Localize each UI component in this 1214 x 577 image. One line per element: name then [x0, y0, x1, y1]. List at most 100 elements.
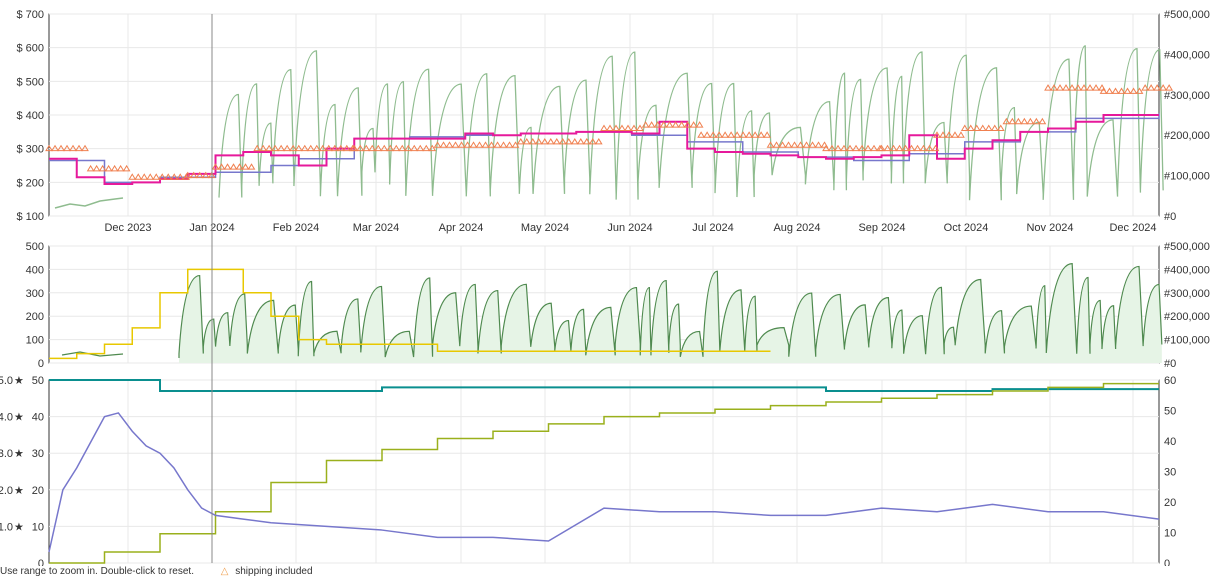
shipping-marker: [1068, 84, 1076, 91]
sales-rank-area: [179, 263, 1162, 363]
shipping-marker: [493, 141, 502, 148]
shipping-marker: [356, 144, 365, 152]
shipping-marker: [951, 131, 959, 138]
shipping-marker: [271, 144, 280, 152]
shipping-marker: [164, 173, 173, 180]
shipping-marker: [229, 163, 238, 170]
rank-y-tick-right: #300,000: [1164, 90, 1210, 102]
shipping-marker: [445, 141, 454, 148]
shipping-marker: [763, 131, 772, 138]
review-count-line: [49, 382, 1159, 564]
star-icon: ★: [14, 521, 24, 533]
shipping-marker: [564, 137, 573, 145]
shipping-marker: [75, 144, 83, 152]
x-tick-label: Jun 2024: [607, 222, 652, 234]
count-y-tick-left: 30: [32, 448, 44, 460]
shipping-marker: [709, 131, 718, 138]
shipping-marker: [1020, 117, 1029, 125]
shipping-marker: [957, 131, 965, 138]
rank-y-tick-left: 400: [26, 264, 44, 276]
shipping-marker: [990, 124, 999, 131]
shipping-marker: [516, 137, 525, 145]
shipping-marker: [201, 171, 210, 179]
shipping-marker: [217, 163, 226, 170]
shipping-marker: [618, 124, 626, 131]
price-y-tick: $ 200: [16, 177, 44, 189]
shipping-marker: [398, 144, 407, 152]
rank-y-tick-right: #0: [1164, 211, 1176, 223]
shipping-marker: [116, 164, 125, 172]
shipping-marker: [766, 141, 775, 148]
shipping-marker: [978, 124, 987, 131]
shipping-marker: [727, 131, 736, 138]
footer-legend-shipping: shipping included: [235, 566, 313, 577]
shipping-marker: [852, 144, 860, 152]
shipping-marker: [283, 144, 292, 152]
shipping-marker: [183, 171, 192, 179]
shipping-marker: [721, 131, 730, 138]
shipping-marker: [505, 141, 514, 148]
shipping-marker: [636, 124, 644, 131]
shipping-marker: [1074, 84, 1082, 91]
shipping-marker: [739, 131, 748, 138]
shipping-marker: [1153, 84, 1162, 91]
shipping-marker: [522, 137, 531, 145]
shipping-marker: [92, 164, 101, 172]
shipping-marker: [931, 144, 940, 152]
shipping-marker: [1062, 84, 1070, 91]
shipping-marker: [552, 137, 561, 145]
shipping-marker: [745, 131, 754, 138]
shipping-marker: [475, 141, 484, 148]
shipping-marker: [570, 137, 579, 145]
shipping-marker: [122, 164, 131, 172]
shipping-marker: [306, 144, 315, 152]
shipping-marker: [647, 121, 656, 128]
shipping-marker: [600, 124, 608, 131]
shipping-marker: [433, 141, 442, 148]
shipping-marker: [757, 131, 766, 138]
count-y-tick-left: 10: [32, 521, 44, 533]
shipping-marker: [368, 144, 377, 152]
shipping-marker: [582, 137, 591, 145]
x-tick-label: Oct 2024: [944, 222, 989, 234]
shipping-marker: [330, 144, 339, 152]
shipping-marker: [683, 121, 692, 128]
count-y-tick-left: 50: [32, 375, 44, 387]
shipping-marker: [984, 124, 993, 131]
rank-y-tick-right: #100,000: [1164, 335, 1210, 347]
shipping-marker: [128, 173, 137, 180]
shipping-marker: [1159, 84, 1168, 91]
shipping-marker: [715, 131, 724, 138]
shipping-marker: [630, 124, 638, 131]
price-y-tick: $ 500: [16, 76, 44, 88]
shipping-marker: [158, 173, 167, 180]
tick-labels: Dec 2023 Jan 2024 Feb 2024 Mar 2024 Apr 2024…: [0, 9, 1210, 566]
shipping-marker: [689, 121, 698, 128]
shipping-marker: [1147, 84, 1156, 91]
shipping-marker: [703, 131, 712, 138]
shipping-marker: [487, 141, 496, 148]
shipping-marker: [822, 144, 830, 152]
price-y-tick: $ 600: [16, 43, 44, 55]
shipping-marker: [265, 144, 274, 152]
shipping-marker: [594, 137, 603, 145]
shipping-marker: [312, 144, 321, 152]
rank-y-tick-right: #400,000: [1164, 264, 1210, 276]
shipping-marker: [907, 144, 916, 152]
shipping-marker: [336, 144, 345, 152]
rating-y-tick: 4.0: [0, 412, 13, 424]
shipping-marker: [152, 173, 161, 180]
shipping-marker: [416, 144, 425, 152]
shipping-marker: [858, 144, 866, 152]
shipping-marker: [300, 144, 309, 152]
shipping-marker: [925, 144, 934, 152]
shipping-marker: [1141, 84, 1150, 91]
shipping-marker: [778, 141, 787, 148]
star-icon: ★: [14, 412, 24, 424]
rank-y-tick-left: 500: [26, 241, 44, 253]
rating-panel-frame: [48, 379, 1160, 564]
shipping-marker: [996, 124, 1005, 131]
shipping-marker: [499, 141, 508, 148]
rank-y-tick-right: #200,000: [1164, 130, 1210, 142]
